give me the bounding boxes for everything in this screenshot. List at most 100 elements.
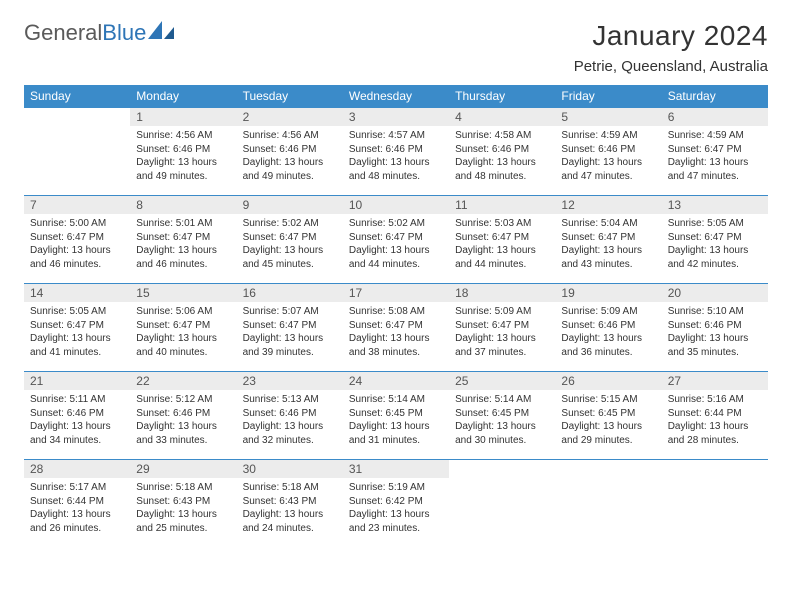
day-number: 4 xyxy=(449,107,555,126)
logo-text: GeneralBlue xyxy=(24,20,146,46)
daylight-text: Daylight: 13 hours and 42 minutes. xyxy=(668,244,762,271)
day-number: 11 xyxy=(449,195,555,214)
daylight-text: Daylight: 13 hours and 28 minutes. xyxy=(668,420,762,447)
sunset-text: Sunset: 6:47 PM xyxy=(455,231,549,245)
sunrise-text: Sunrise: 5:14 AM xyxy=(349,393,443,407)
day-body: Sunrise: 5:14 AMSunset: 6:45 PMDaylight:… xyxy=(343,390,449,453)
calendar-cell: 8Sunrise: 5:01 AMSunset: 6:47 PMDaylight… xyxy=(130,195,236,283)
daylight-text: Daylight: 13 hours and 41 minutes. xyxy=(30,332,124,359)
sunrise-text: Sunrise: 5:09 AM xyxy=(455,305,549,319)
daylight-text: Daylight: 13 hours and 44 minutes. xyxy=(349,244,443,271)
calendar-cell xyxy=(662,459,768,547)
calendar-table: SundayMondayTuesdayWednesdayThursdayFrid… xyxy=(24,85,768,547)
day-number: 2 xyxy=(237,107,343,126)
day-body: Sunrise: 5:10 AMSunset: 6:46 PMDaylight:… xyxy=(662,302,768,365)
sunrise-text: Sunrise: 5:19 AM xyxy=(349,481,443,495)
calendar-cell: 22Sunrise: 5:12 AMSunset: 6:46 PMDayligh… xyxy=(130,371,236,459)
day-number: 8 xyxy=(130,195,236,214)
sunset-text: Sunset: 6:46 PM xyxy=(243,143,337,157)
day-body: Sunrise: 5:16 AMSunset: 6:44 PMDaylight:… xyxy=(662,390,768,453)
day-number: 21 xyxy=(24,371,130,390)
calendar-cell: 14Sunrise: 5:05 AMSunset: 6:47 PMDayligh… xyxy=(24,283,130,371)
sunrise-text: Sunrise: 5:02 AM xyxy=(243,217,337,231)
daylight-text: Daylight: 13 hours and 38 minutes. xyxy=(349,332,443,359)
calendar-cell: 17Sunrise: 5:08 AMSunset: 6:47 PMDayligh… xyxy=(343,283,449,371)
daylight-text: Daylight: 13 hours and 39 minutes. xyxy=(243,332,337,359)
calendar-cell: 11Sunrise: 5:03 AMSunset: 6:47 PMDayligh… xyxy=(449,195,555,283)
calendar-cell: 25Sunrise: 5:14 AMSunset: 6:45 PMDayligh… xyxy=(449,371,555,459)
daylight-text: Daylight: 13 hours and 34 minutes. xyxy=(30,420,124,447)
day-body: Sunrise: 5:08 AMSunset: 6:47 PMDaylight:… xyxy=(343,302,449,365)
calendar-cell: 1Sunrise: 4:56 AMSunset: 6:46 PMDaylight… xyxy=(130,107,236,195)
sunrise-text: Sunrise: 5:18 AM xyxy=(136,481,230,495)
sunset-text: Sunset: 6:46 PM xyxy=(668,319,762,333)
day-number: 13 xyxy=(662,195,768,214)
sunrise-text: Sunrise: 4:56 AM xyxy=(136,129,230,143)
day-number: 10 xyxy=(343,195,449,214)
calendar-cell: 15Sunrise: 5:06 AMSunset: 6:47 PMDayligh… xyxy=(130,283,236,371)
day-number: 17 xyxy=(343,283,449,302)
day-number: 19 xyxy=(555,283,661,302)
page-header: GeneralBlue January 2024 Petrie, Queensl… xyxy=(24,20,768,75)
calendar-head: SundayMondayTuesdayWednesdayThursdayFrid… xyxy=(24,85,768,107)
day-number: 1 xyxy=(130,107,236,126)
sunset-text: Sunset: 6:47 PM xyxy=(243,231,337,245)
daylight-text: Daylight: 13 hours and 32 minutes. xyxy=(243,420,337,447)
calendar-week-row: 1Sunrise: 4:56 AMSunset: 6:46 PMDaylight… xyxy=(24,107,768,195)
day-number: 3 xyxy=(343,107,449,126)
sunrise-text: Sunrise: 5:00 AM xyxy=(30,217,124,231)
sunset-text: Sunset: 6:47 PM xyxy=(561,231,655,245)
day-body: Sunrise: 4:56 AMSunset: 6:46 PMDaylight:… xyxy=(237,126,343,189)
calendar-cell: 7Sunrise: 5:00 AMSunset: 6:47 PMDaylight… xyxy=(24,195,130,283)
sunset-text: Sunset: 6:45 PM xyxy=(349,407,443,421)
calendar-week-row: 14Sunrise: 5:05 AMSunset: 6:47 PMDayligh… xyxy=(24,283,768,371)
sunset-text: Sunset: 6:47 PM xyxy=(668,143,762,157)
calendar-cell: 10Sunrise: 5:02 AMSunset: 6:47 PMDayligh… xyxy=(343,195,449,283)
sunset-text: Sunset: 6:47 PM xyxy=(243,319,337,333)
day-number: 5 xyxy=(555,107,661,126)
calendar-cell: 28Sunrise: 5:17 AMSunset: 6:44 PMDayligh… xyxy=(24,459,130,547)
calendar-cell: 5Sunrise: 4:59 AMSunset: 6:46 PMDaylight… xyxy=(555,107,661,195)
calendar-week-row: 28Sunrise: 5:17 AMSunset: 6:44 PMDayligh… xyxy=(24,459,768,547)
weekday-header: Saturday xyxy=(662,85,768,107)
weekday-header: Friday xyxy=(555,85,661,107)
sunrise-text: Sunrise: 5:12 AM xyxy=(136,393,230,407)
weekday-header: Monday xyxy=(130,85,236,107)
day-number: 30 xyxy=(237,459,343,478)
title-block: January 2024 Petrie, Queensland, Austral… xyxy=(574,20,768,75)
day-number: 14 xyxy=(24,283,130,302)
sunrise-text: Sunrise: 5:06 AM xyxy=(136,305,230,319)
day-body: Sunrise: 5:13 AMSunset: 6:46 PMDaylight:… xyxy=(237,390,343,453)
sunrise-text: Sunrise: 5:07 AM xyxy=(243,305,337,319)
day-number: 22 xyxy=(130,371,236,390)
sunrise-text: Sunrise: 4:58 AM xyxy=(455,129,549,143)
sunset-text: Sunset: 6:46 PM xyxy=(349,143,443,157)
sunrise-text: Sunrise: 5:01 AM xyxy=(136,217,230,231)
calendar-cell: 18Sunrise: 5:09 AMSunset: 6:47 PMDayligh… xyxy=(449,283,555,371)
daylight-text: Daylight: 13 hours and 31 minutes. xyxy=(349,420,443,447)
daylight-text: Daylight: 13 hours and 46 minutes. xyxy=(136,244,230,271)
calendar-cell: 29Sunrise: 5:18 AMSunset: 6:43 PMDayligh… xyxy=(130,459,236,547)
day-body: Sunrise: 4:56 AMSunset: 6:46 PMDaylight:… xyxy=(130,126,236,189)
daylight-text: Daylight: 13 hours and 49 minutes. xyxy=(243,156,337,183)
day-body: Sunrise: 5:18 AMSunset: 6:43 PMDaylight:… xyxy=(130,478,236,541)
day-body: Sunrise: 5:09 AMSunset: 6:46 PMDaylight:… xyxy=(555,302,661,365)
day-body: Sunrise: 5:02 AMSunset: 6:47 PMDaylight:… xyxy=(237,214,343,277)
day-body: Sunrise: 4:58 AMSunset: 6:46 PMDaylight:… xyxy=(449,126,555,189)
calendar-cell: 23Sunrise: 5:13 AMSunset: 6:46 PMDayligh… xyxy=(237,371,343,459)
daylight-text: Daylight: 13 hours and 48 minutes. xyxy=(455,156,549,183)
sunset-text: Sunset: 6:44 PM xyxy=(668,407,762,421)
empty-day xyxy=(662,459,768,547)
day-body: Sunrise: 5:18 AMSunset: 6:43 PMDaylight:… xyxy=(237,478,343,541)
calendar-cell: 2Sunrise: 4:56 AMSunset: 6:46 PMDaylight… xyxy=(237,107,343,195)
day-body: Sunrise: 5:06 AMSunset: 6:47 PMDaylight:… xyxy=(130,302,236,365)
calendar-cell: 6Sunrise: 4:59 AMSunset: 6:47 PMDaylight… xyxy=(662,107,768,195)
calendar-cell: 9Sunrise: 5:02 AMSunset: 6:47 PMDaylight… xyxy=(237,195,343,283)
daylight-text: Daylight: 13 hours and 36 minutes. xyxy=(561,332,655,359)
day-number: 16 xyxy=(237,283,343,302)
sunrise-text: Sunrise: 5:16 AM xyxy=(668,393,762,407)
calendar-cell: 31Sunrise: 5:19 AMSunset: 6:42 PMDayligh… xyxy=(343,459,449,547)
day-body: Sunrise: 5:14 AMSunset: 6:45 PMDaylight:… xyxy=(449,390,555,453)
sunset-text: Sunset: 6:47 PM xyxy=(668,231,762,245)
calendar-cell xyxy=(555,459,661,547)
